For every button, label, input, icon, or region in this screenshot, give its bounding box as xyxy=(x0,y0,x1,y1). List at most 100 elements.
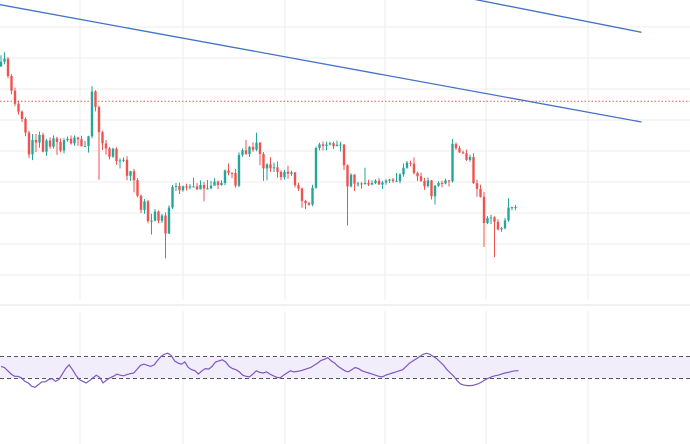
candle xyxy=(174,182,178,191)
candle-body xyxy=(440,182,444,184)
candle-body xyxy=(269,164,272,169)
candle-body xyxy=(325,144,328,146)
candle-body xyxy=(367,182,370,185)
candle-body xyxy=(125,159,129,176)
candle xyxy=(178,182,181,194)
candle xyxy=(55,136,59,155)
candle xyxy=(307,201,311,206)
candle-body xyxy=(20,111,24,120)
candle xyxy=(73,135,76,146)
candle-body xyxy=(227,170,230,173)
candle xyxy=(297,182,300,191)
candle xyxy=(237,152,241,188)
candle-body xyxy=(496,221,500,230)
candle-body xyxy=(398,174,402,182)
candle xyxy=(160,214,164,223)
candle-body xyxy=(402,167,405,175)
channel-upper-line xyxy=(0,4,642,123)
candle xyxy=(146,199,150,224)
candle-body xyxy=(423,180,426,187)
candle xyxy=(0,55,3,68)
candle xyxy=(314,146,318,189)
candle xyxy=(188,184,192,190)
candle xyxy=(227,163,230,176)
candle-body xyxy=(185,186,188,188)
candle xyxy=(167,205,171,235)
candle-body xyxy=(451,143,454,182)
candle-body xyxy=(66,138,69,141)
candle xyxy=(339,141,342,152)
candle xyxy=(482,191,486,247)
candle xyxy=(363,167,367,185)
candle xyxy=(27,130,31,159)
candle-body xyxy=(360,183,363,185)
candle-body xyxy=(41,134,45,152)
candle-body xyxy=(195,186,199,190)
candle xyxy=(150,213,153,235)
candle xyxy=(486,216,489,225)
candle xyxy=(17,100,20,115)
candle-body xyxy=(339,144,342,146)
candle-body xyxy=(146,201,150,222)
candle xyxy=(430,179,433,200)
rsi-panel xyxy=(0,352,690,388)
candle xyxy=(377,178,381,185)
candle xyxy=(493,216,496,258)
candle xyxy=(143,199,146,214)
candle xyxy=(108,146,111,160)
channel-lower-line xyxy=(474,0,642,33)
candle xyxy=(286,165,290,179)
candle xyxy=(374,179,377,185)
candle xyxy=(38,131,41,148)
candle xyxy=(87,135,90,153)
candle-body xyxy=(433,185,437,197)
candle xyxy=(318,142,321,151)
candle xyxy=(104,139,108,155)
candle xyxy=(293,171,297,188)
candle xyxy=(335,140,339,147)
candle-body xyxy=(461,152,465,154)
candle-body xyxy=(6,58,10,76)
candle xyxy=(209,180,213,190)
candle-body xyxy=(514,207,517,209)
candle xyxy=(122,157,125,163)
rsi-series-line xyxy=(0,352,519,388)
candle xyxy=(136,178,139,198)
candle-body xyxy=(318,144,321,148)
candle xyxy=(220,180,223,186)
candle xyxy=(192,177,195,188)
candle xyxy=(171,185,174,209)
candle xyxy=(244,139,248,155)
candle xyxy=(381,180,384,189)
candle-body xyxy=(475,183,479,189)
candle-body xyxy=(272,167,276,169)
candle-body xyxy=(174,185,178,187)
candle xyxy=(479,184,482,198)
candle xyxy=(129,170,132,181)
candle xyxy=(465,149,468,161)
candle-body xyxy=(59,142,62,151)
candle xyxy=(10,74,13,95)
candle xyxy=(76,136,80,146)
candle-body xyxy=(167,207,171,234)
candle xyxy=(97,105,101,180)
candle xyxy=(132,168,136,193)
candle-body xyxy=(489,217,493,219)
candle xyxy=(402,163,405,177)
candle-body xyxy=(178,185,181,191)
candle-body xyxy=(223,170,227,183)
candle xyxy=(423,177,426,190)
candle xyxy=(353,174,356,191)
candle-body xyxy=(31,139,34,155)
candle xyxy=(118,158,122,169)
candle-body xyxy=(510,207,514,209)
candle xyxy=(416,171,419,182)
candle-body xyxy=(426,180,430,187)
candle-body xyxy=(276,167,279,172)
candle xyxy=(31,133,34,161)
candle xyxy=(468,154,472,162)
candle-body xyxy=(164,215,167,234)
candle-body xyxy=(251,146,255,150)
candle-body xyxy=(136,180,139,196)
